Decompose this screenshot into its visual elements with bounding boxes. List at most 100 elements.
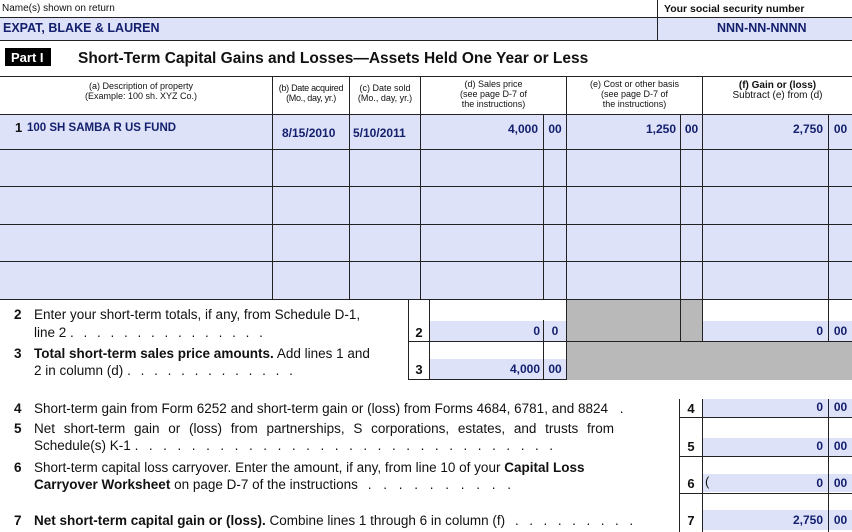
ssn-value[interactable]: NNN-NN-NNNN <box>717 21 807 35</box>
col-c-title: (c) Date sold <box>359 83 411 93</box>
row-rule-1 <box>0 149 852 150</box>
part-title: Short-Term Capital Gains and Losses—Asse… <box>78 50 589 67</box>
line5-dots: . . . . . . . . . . . . . . . . . . . . … <box>134 438 557 453</box>
line4-num: 4 <box>14 401 22 416</box>
header-band <box>0 0 852 42</box>
line7-bg <box>703 510 852 530</box>
line2-gain[interactable]: 0 <box>816 324 823 338</box>
line7-number: 7 <box>14 512 22 529</box>
l23-d-cents <box>543 320 544 380</box>
header-divider <box>657 0 658 40</box>
line5-number: 5 <box>14 420 22 437</box>
ssn-field-bg <box>658 18 852 40</box>
col-a-sub: (Example: 100 sh. XYZ Co.) <box>84 91 198 101</box>
line1-gain[interactable]: 2,750 <box>792 122 823 136</box>
line1-sales-cents[interactable]: 00 <box>548 122 562 136</box>
line6-cents[interactable]: 00 <box>833 476 848 490</box>
box-left-2-3 <box>408 299 409 380</box>
col-b-header: (b) Date acquired (Mo., day, yr.) <box>273 83 349 103</box>
col-divider-cd <box>420 76 421 299</box>
col-a-header: (a) Description of property (Example: 10… <box>10 81 272 101</box>
col-b-sub: (Mo., day, yr.) <box>286 93 336 103</box>
name-field-bg <box>0 18 658 40</box>
line2-box: 2 <box>415 325 423 340</box>
line6-text-1a: Short-term capital loss carryover. Enter… <box>34 460 505 475</box>
line7-amount[interactable]: 2,750 <box>792 513 823 527</box>
line3-sales-bg <box>430 359 566 379</box>
line1-cost-cents[interactable]: 00 <box>684 122 699 136</box>
line3-text-2: 2 in column (d) . . . . . . . . . . . . … <box>34 362 296 379</box>
line4-cents[interactable]: 00 <box>833 400 848 414</box>
col-divider-d-cents <box>543 115 544 299</box>
line7-num: 7 <box>14 513 22 528</box>
line5-text-2a: Schedule(s) K-1 <box>34 438 131 453</box>
col-header-bottom <box>0 114 852 115</box>
line5-num: 5 <box>14 421 22 436</box>
line7-text: Net short-term capital gain or (loss). C… <box>34 512 637 529</box>
line4-bg <box>703 399 852 417</box>
line6-box: 6 <box>687 476 695 491</box>
line1-cost[interactable]: 1,250 <box>645 122 676 136</box>
col-header-top <box>0 76 852 77</box>
col-divider-e-cents <box>680 115 681 299</box>
col-d-sub2: the instructions) <box>461 99 526 109</box>
part-badge: Part I <box>5 48 51 66</box>
col-divider-f-cents <box>828 115 829 299</box>
line4-box: 4 <box>687 401 695 416</box>
line5-amount[interactable]: 0 <box>816 439 823 453</box>
line6-amount[interactable]: 0 <box>816 476 823 490</box>
col-b-title: (b) Date acquired <box>278 83 344 93</box>
col-e-sub: (see page D-7 of <box>600 89 669 99</box>
line3-text-rest: Add lines 1 and <box>273 346 370 361</box>
ssn-label: Your social security number <box>664 3 805 15</box>
line2-shaded <box>567 300 702 342</box>
l23-de <box>566 299 567 380</box>
col-divider-de <box>566 76 567 299</box>
col-e-header: (e) Cost or other basis (see page D-7 of… <box>567 79 702 109</box>
line3-sales[interactable]: 4,000 <box>509 362 540 376</box>
box-right-2-3 <box>429 299 430 380</box>
line3-sales-cents[interactable]: 00 <box>548 362 562 376</box>
l2-bottom <box>408 341 852 342</box>
line1-number: 1 <box>15 120 23 135</box>
col-d-header: (d) Sales price (see page D-7 of the ins… <box>421 79 566 109</box>
line3-number: 3 <box>14 345 22 362</box>
line1-date-sold[interactable]: 5/10/2011 <box>353 126 406 140</box>
line7-dots: . . . . . . . . . <box>514 513 637 528</box>
col-f-sub: Subtract (e) from (d) <box>732 90 823 101</box>
name-value[interactable]: EXPAT, BLAKE & LAUREN <box>3 21 160 35</box>
line1-gain-cents[interactable]: 00 <box>833 122 848 136</box>
line2-num: 2 <box>14 307 22 322</box>
line5-cents[interactable]: 00 <box>833 439 848 453</box>
col-divider-ef <box>702 76 703 299</box>
line2-number: 2 <box>14 306 22 323</box>
col-divider-ab <box>272 76 273 299</box>
line6-text-1: Short-term capital loss carryover. Enter… <box>34 459 584 476</box>
line6-text-2: Carryover Worksheet on page D-7 of the i… <box>34 476 515 493</box>
line1-table-body <box>0 115 852 299</box>
line7-cents[interactable]: 00 <box>833 513 848 527</box>
line2-sales[interactable]: 0 <box>533 324 540 338</box>
line1-description[interactable]: 100 SH SAMBA R US FUND <box>27 122 177 134</box>
col-a-title: (a) Description of property <box>88 81 194 91</box>
row-rule-3 <box>0 224 852 225</box>
line2-gain-cents[interactable]: 00 <box>833 324 848 338</box>
l47-f-cents <box>828 399 829 532</box>
line3-text-1: Total short-term sales price amounts. Ad… <box>34 345 370 362</box>
col-c-header: (c) Date sold (Mo., day, yr.) <box>350 83 420 103</box>
line4-amount[interactable]: 0 <box>816 400 823 414</box>
l47-box-left <box>679 399 680 532</box>
line6-number: 6 <box>14 459 22 476</box>
line3-shaded <box>567 342 852 380</box>
l5-bottom <box>679 456 852 457</box>
line2-sales-cents[interactable]: 0 <box>551 324 559 338</box>
col-f-header: (f) Gain or (loss) Subtract (e) from (d) <box>703 81 852 101</box>
line4-text: Short-term gain from Form 6252 and short… <box>34 400 624 417</box>
line6-text-2a: on page D-7 of the instructions <box>170 477 358 492</box>
row-rule-4 <box>0 261 852 262</box>
header-rule <box>0 17 852 18</box>
line2-text-2a: line 2 <box>34 325 67 340</box>
line6-num: 6 <box>14 460 22 475</box>
line1-date-acquired[interactable]: 8/15/2010 <box>282 126 336 140</box>
line1-sales-price[interactable]: 4,000 <box>507 122 538 136</box>
